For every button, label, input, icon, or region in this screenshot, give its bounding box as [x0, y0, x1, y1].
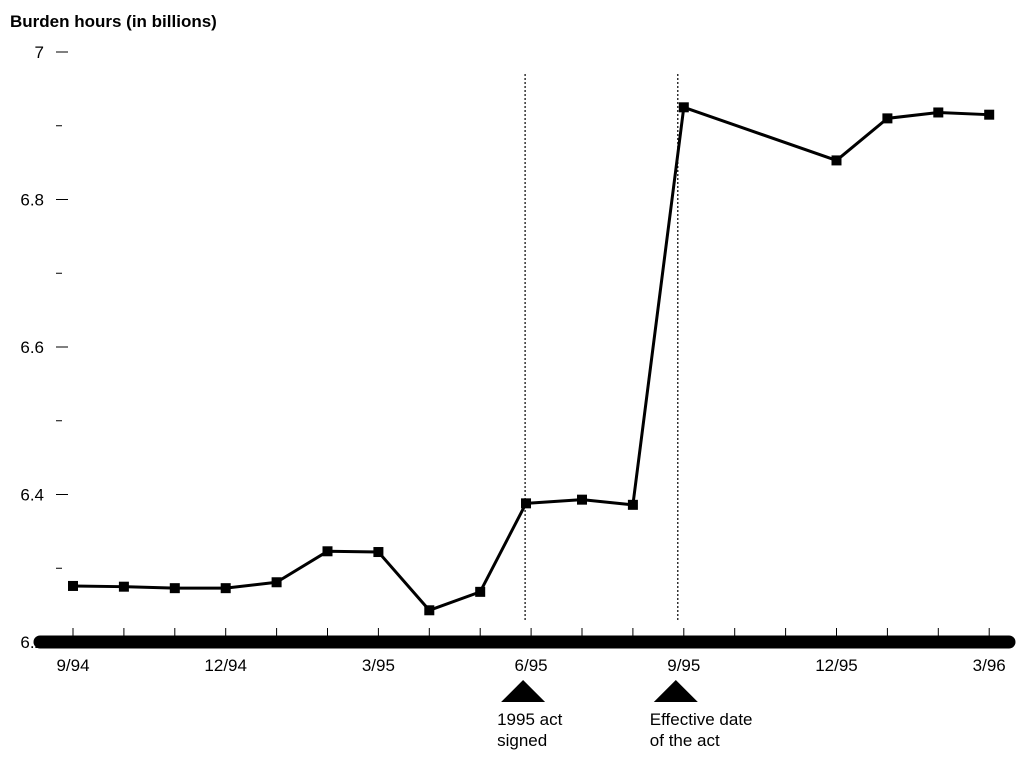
annotation-marker-triangle: [653, 680, 698, 702]
x-tick-label: 9/94: [56, 656, 89, 675]
annotation-marker-triangle: [501, 680, 546, 702]
y-tick-label: 6.8: [20, 191, 44, 210]
data-point: [475, 586, 486, 597]
data-point: [831, 155, 842, 166]
data-point: [118, 581, 129, 592]
annotation-label: Effective date of the act: [650, 709, 753, 751]
data-point: [373, 547, 384, 558]
y-tick-label: 6.4: [20, 486, 44, 505]
x-tick-label: 3/95: [362, 656, 395, 675]
data-point: [322, 546, 333, 557]
y-axis: 6.26.46.66.87: [20, 43, 68, 652]
annotation-line-2: signed: [497, 731, 548, 750]
x-tick-label: 6/95: [515, 656, 548, 675]
reference-lines: [524, 74, 679, 620]
data-point: [521, 498, 532, 509]
x-tick-label: 12/94: [204, 656, 247, 675]
data-point: [984, 109, 995, 120]
series-line: [72, 105, 990, 612]
y-axis-title: Burden hours (in billions): [10, 12, 217, 31]
series: [68, 102, 995, 616]
x-axis: 9/94 12/94 3/95 6/95 9/95 12/95 3/96: [33, 628, 1016, 675]
annotation-line-1: Effective date: [649, 710, 753, 729]
data-point: [678, 102, 689, 113]
data-point: [271, 577, 282, 588]
data-point: [220, 583, 231, 594]
y-tick-label: 7: [35, 43, 44, 62]
annotation-label: 1995 act signed: [497, 709, 562, 751]
data-point: [68, 580, 78, 591]
data-point: [169, 583, 180, 594]
data-point: [577, 494, 587, 505]
annotation-line-1: 1995 act: [497, 710, 563, 729]
data-point: [882, 113, 893, 124]
data-point: [627, 499, 638, 510]
data-point: [424, 605, 435, 616]
annotations: [501, 680, 698, 702]
x-tick-label: 3/96: [973, 656, 1006, 675]
x-tick-label: 9/95: [667, 656, 700, 675]
data-point: [933, 107, 944, 118]
annotation-line-2: of the act: [649, 731, 720, 750]
y-tick-label: 6.6: [20, 338, 44, 357]
x-tick-label: 12/95: [815, 656, 858, 675]
